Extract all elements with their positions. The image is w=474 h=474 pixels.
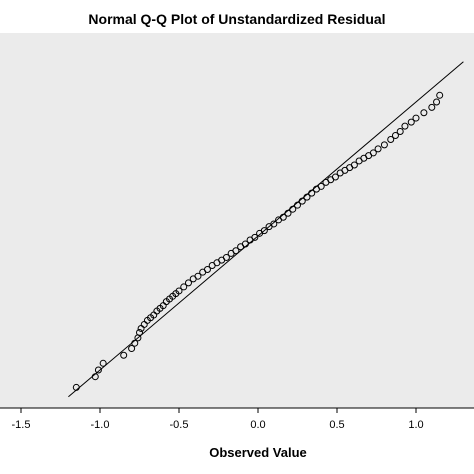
reference-line <box>68 61 464 398</box>
data-point <box>99 359 107 367</box>
data-point <box>260 227 268 235</box>
data-point <box>298 197 306 205</box>
data-point <box>222 253 230 261</box>
data-point <box>387 136 395 144</box>
data-point <box>203 266 211 273</box>
x-axis-label: Observed Value <box>209 445 307 460</box>
data-point <box>94 366 102 374</box>
x-tick-label: 1.0 <box>408 419 423 431</box>
plot-area <box>0 33 474 408</box>
data-point <box>420 109 428 117</box>
data-point <box>241 240 249 248</box>
data-point <box>232 247 240 255</box>
data-point <box>289 205 297 213</box>
data-points <box>72 91 444 391</box>
data-point <box>317 182 325 190</box>
data-point <box>428 103 436 111</box>
data-point <box>136 328 143 336</box>
data-point <box>128 345 136 353</box>
data-point <box>270 220 278 228</box>
data-point <box>380 141 388 149</box>
data-point <box>407 118 415 126</box>
data-point <box>72 383 80 391</box>
data-point <box>120 351 128 359</box>
data-point <box>184 279 192 287</box>
data-point <box>396 127 404 135</box>
data-point <box>350 161 358 169</box>
data-point <box>303 193 311 201</box>
data-point <box>284 209 292 217</box>
x-tick-label: 0.0 <box>250 419 265 431</box>
data-point <box>131 339 139 347</box>
x-tick-label: 0.5 <box>329 419 344 431</box>
data-point <box>369 149 377 157</box>
x-tick-label: -0.5 <box>170 419 189 431</box>
data-point <box>391 132 399 139</box>
data-point <box>412 114 420 122</box>
chart-title: Normal Q-Q Plot of Unstandardized Residu… <box>88 11 385 27</box>
data-point <box>180 283 188 291</box>
data-point <box>308 189 316 197</box>
data-point <box>401 122 409 130</box>
data-point <box>331 173 339 181</box>
data-point <box>294 201 301 209</box>
x-tick-label: -1.5 <box>12 419 31 431</box>
data-point <box>251 233 259 241</box>
x-axis-ticks: -1.5 -1.0 -0.5 0.0 0.5 1.0 <box>12 408 424 431</box>
data-point <box>433 98 441 106</box>
data-point <box>91 373 99 381</box>
data-point <box>279 213 287 221</box>
data-point <box>175 287 183 295</box>
x-tick-label: -1.0 <box>91 419 110 431</box>
data-point <box>436 91 444 99</box>
data-point <box>194 272 202 280</box>
data-point <box>374 145 382 153</box>
